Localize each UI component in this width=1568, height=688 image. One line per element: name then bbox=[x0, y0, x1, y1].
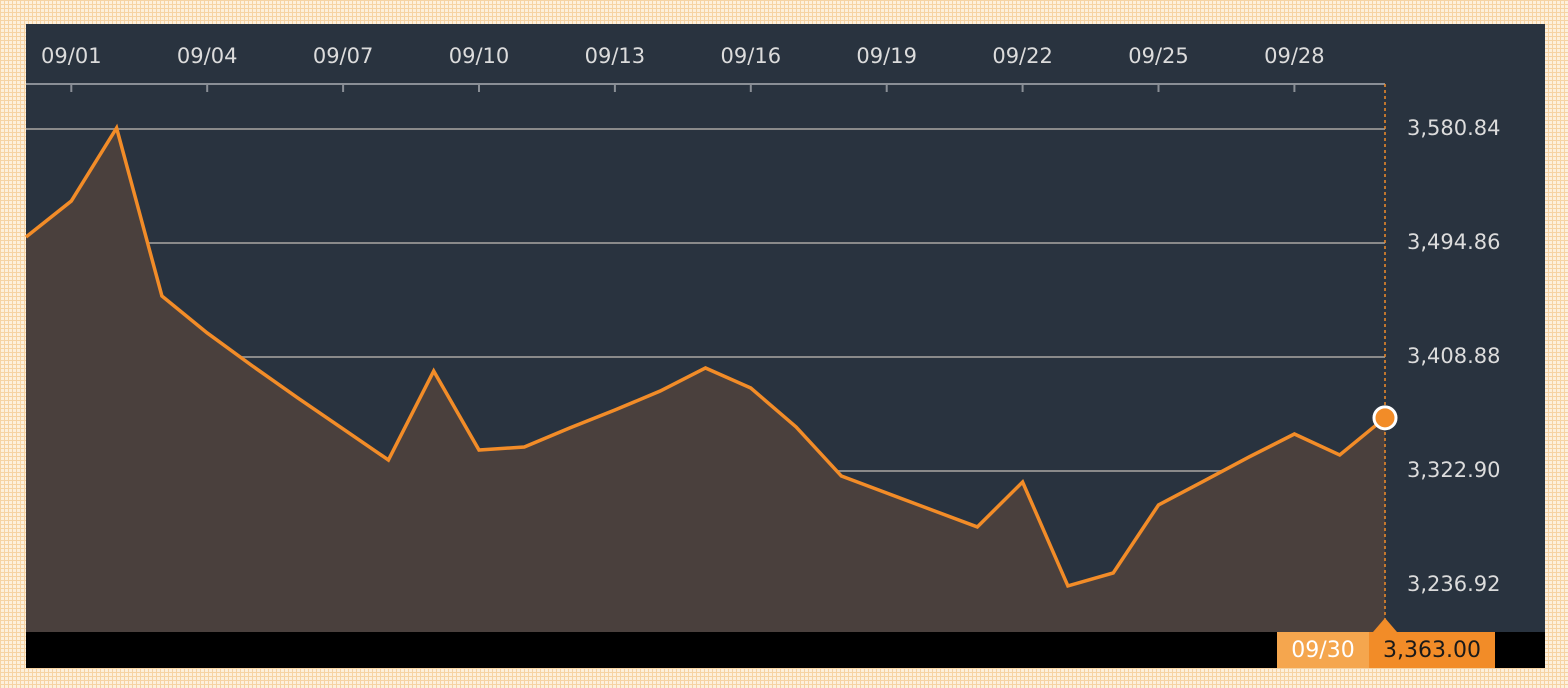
tooltip-value: 3,363.00 bbox=[1383, 638, 1481, 663]
x-tick-label: 09/10 bbox=[449, 44, 510, 68]
x-tick-label: 09/25 bbox=[1128, 44, 1189, 68]
line bbox=[24, 123, 1387, 589]
highlight-point bbox=[1372, 405, 1398, 431]
x-tick-label: 09/16 bbox=[721, 44, 782, 68]
x-tick-label: 09/07 bbox=[313, 44, 374, 68]
tooltip-date: 09/30 bbox=[1291, 638, 1354, 663]
y-tick-label: 3,580.84 bbox=[1407, 116, 1501, 140]
y-tick-label: 3,322.90 bbox=[1407, 458, 1501, 482]
tooltip-date-box bbox=[1277, 632, 1369, 668]
y-tick-label: 3,408.88 bbox=[1407, 344, 1501, 368]
y-tick-label: 3,494.86 bbox=[1407, 230, 1501, 254]
area bbox=[26, 127, 1385, 633]
x-tick-label: 09/01 bbox=[41, 44, 102, 68]
x-tick-label: 09/19 bbox=[856, 44, 917, 68]
x-tick-label: 09/04 bbox=[177, 44, 238, 68]
tooltip-pointer bbox=[1373, 618, 1397, 632]
x-tick-label: 09/13 bbox=[585, 44, 646, 68]
y-tick-label: 3,236.92 bbox=[1407, 572, 1501, 596]
tooltip-value-box bbox=[1369, 632, 1495, 668]
x-tick-label: 09/28 bbox=[1264, 44, 1325, 68]
x-tick-label: 09/22 bbox=[992, 44, 1053, 68]
